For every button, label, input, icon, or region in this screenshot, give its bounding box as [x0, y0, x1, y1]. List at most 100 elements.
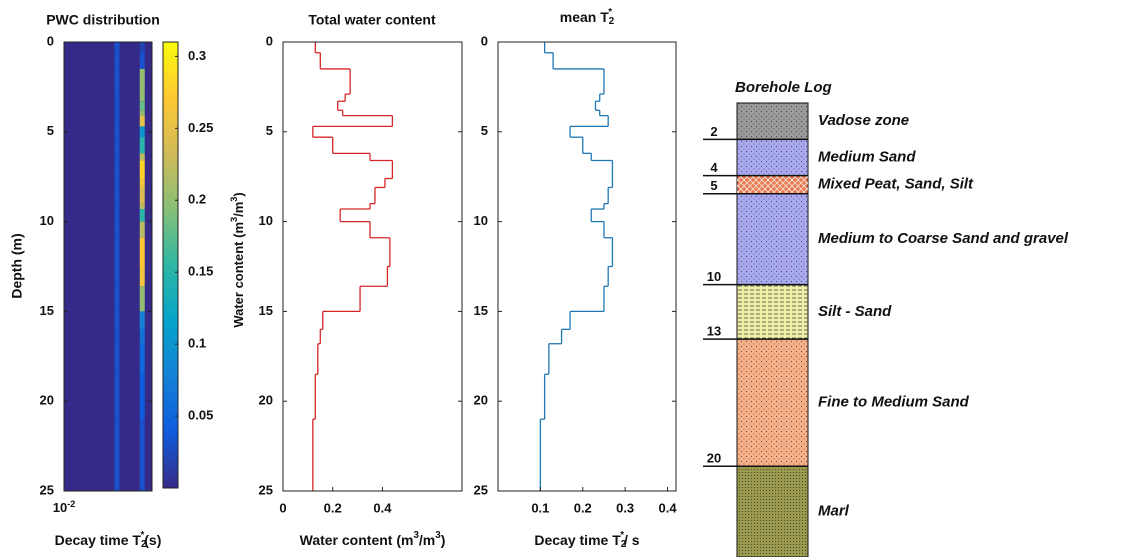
- log-texture: [737, 103, 808, 140]
- y-tick-label: 5: [481, 123, 488, 138]
- y-axis-label-part: 3: [229, 197, 239, 202]
- x-axis-label-part: 2: [621, 539, 627, 550]
- log-texture: [737, 339, 808, 467]
- heatmap-cell: [114, 94, 120, 102]
- y-tick-label: 25: [40, 482, 54, 497]
- heatmap-cell: [139, 153, 145, 161]
- y-tick-label: 15: [40, 303, 54, 318]
- heatmap-cell: [139, 101, 145, 111]
- y-tick-label: 25: [474, 482, 488, 497]
- heatmap-cell: [139, 221, 145, 238]
- x-tick-label: 0.2: [324, 500, 342, 515]
- x-tick-label: 10-2: [53, 499, 76, 516]
- heatmap-cell: [114, 221, 120, 238]
- heatmap-cell: [114, 343, 120, 375]
- y-tick-label: 0: [266, 33, 273, 48]
- heatmap-cell: [139, 52, 145, 69]
- heatmap-cell: [139, 374, 145, 420]
- colorbar-tick-label: 0.15: [188, 264, 213, 279]
- plot-frame: [282, 41, 463, 492]
- log-layer-label: Fine to Medium Sand: [818, 394, 970, 411]
- heatmap-cell: [114, 311, 120, 330]
- log-texture: [737, 466, 808, 557]
- x-tick-label: 0.4: [373, 500, 392, 515]
- x-tick-label: 0.1: [531, 500, 549, 515]
- x-tick-label-exponent: -2: [67, 499, 75, 509]
- heatmap-cell: [139, 160, 145, 179]
- y-tick-label: 10: [40, 213, 54, 228]
- x-axis-label-part: Decay time T: [55, 532, 142, 548]
- heatmap-cell: [139, 110, 145, 116]
- heatmap-cell: [139, 42, 145, 53]
- heatmap-cell: [114, 137, 120, 154]
- heatmap-cell: [114, 52, 120, 69]
- chart-title-part: 2: [609, 16, 615, 27]
- heatmap-cell: [114, 209, 120, 222]
- heatmap-cell: [139, 68, 145, 95]
- heatmap-cell: [114, 160, 120, 179]
- heatmap-cell: [114, 419, 120, 491]
- heatmap-cell: [139, 266, 145, 287]
- heatmap-cell: [114, 203, 120, 210]
- log-texture: [737, 139, 808, 176]
- x-tick-label: 0.2: [574, 500, 592, 515]
- heatmap-cell: [114, 286, 120, 312]
- chart-title: Total water content: [308, 12, 436, 28]
- depth-label: 13: [707, 324, 721, 339]
- x-axis-label-part: Water content (m: [300, 532, 414, 548]
- y-tick-label: 10: [259, 213, 273, 228]
- heatmap-cell: [114, 115, 120, 127]
- y-tick-label: 10: [474, 213, 488, 228]
- heatmap-background: [64, 42, 152, 491]
- colorbar-tick-label: 0.25: [188, 120, 213, 135]
- heatmap-cell: [139, 178, 145, 188]
- log-layer-label: Vadose zone: [818, 112, 909, 129]
- y-tick-label: 20: [474, 393, 488, 408]
- y-tick-label: 25: [259, 482, 273, 497]
- heatmap-cell: [114, 68, 120, 95]
- heatmap-cell: [139, 126, 145, 138]
- heatmap-cell: [114, 110, 120, 116]
- y-tick-label: 5: [47, 123, 54, 138]
- heatmap-cell: [114, 126, 120, 138]
- x-axis-label: Water content (m3/m3): [300, 530, 446, 548]
- x-axis-label-part: *: [620, 530, 624, 541]
- y-tick-label: 15: [259, 303, 273, 318]
- heatmap-cell: [139, 137, 145, 154]
- y-axis-label: Water content (m3/m3): [229, 192, 246, 327]
- heatmap-cell: [139, 187, 145, 204]
- x-tick-label: 0.3: [616, 500, 634, 515]
- log-layer-label: Medium Sand: [818, 148, 916, 165]
- x-axis-label-part: 3: [413, 530, 419, 541]
- heatmap-cell: [139, 94, 145, 102]
- colorbar-tick-label: 0.3: [188, 48, 206, 63]
- depth-label: 20: [707, 451, 721, 466]
- heatmap-cell: [139, 311, 145, 330]
- y-axis-label: Depth (m): [9, 233, 25, 298]
- log-layer-label: Marl: [818, 503, 850, 520]
- heatmap-cell: [139, 419, 145, 491]
- y-tick-label: 0: [47, 33, 54, 48]
- heatmap-cell: [139, 286, 145, 312]
- heatmap-cell: [139, 329, 145, 344]
- depth-label: 10: [707, 269, 721, 284]
- x-axis-label: Decay time T2*/ s: [534, 530, 639, 550]
- x-axis-label-part: / s: [624, 532, 640, 548]
- chart-title: mean T2*: [560, 7, 615, 27]
- heatmap-cell: [114, 187, 120, 204]
- y-tick-label: 20: [40, 393, 54, 408]
- x-axis-label-part: Decay time T: [534, 532, 621, 548]
- y-axis-label-part: Water content (m: [231, 222, 246, 328]
- y-tick-label: 0: [481, 33, 488, 48]
- x-axis-label-part: 3: [435, 530, 441, 541]
- chart-title-part: *: [608, 7, 612, 18]
- log-layer-label: Silt - Sand: [818, 303, 892, 320]
- heatmap-cell: [114, 101, 120, 111]
- x-tick-label: 0: [279, 500, 286, 515]
- colorbar-tick-label: 0.1: [188, 336, 206, 351]
- heatmap-cell: [114, 374, 120, 420]
- chart-title: PWC distribution: [46, 12, 160, 28]
- heatmap-cell: [114, 153, 120, 161]
- heatmap-cell: [139, 115, 145, 127]
